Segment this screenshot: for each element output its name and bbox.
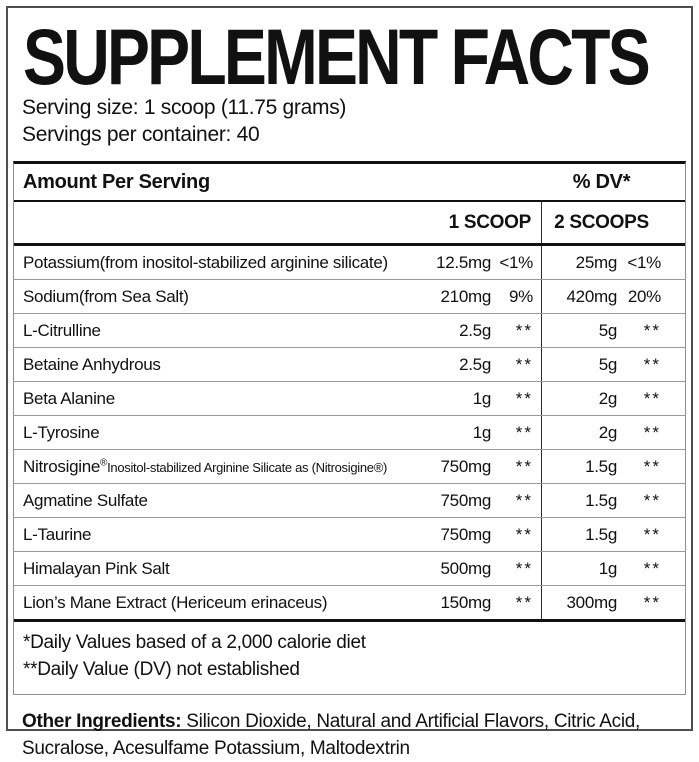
scoop1-dv: ** bbox=[491, 450, 542, 483]
facts-rows: Potassium(from inositol-stabilized argin… bbox=[14, 246, 685, 619]
percent-dv-header: % DV* bbox=[572, 171, 631, 193]
scoop2-amount: 2g bbox=[598, 422, 618, 442]
table-row: Himalayan Pink Salt 500mg ** 1g ** bbox=[14, 551, 685, 585]
ingredient-name: Sodium(from Sea Salt) bbox=[23, 286, 189, 306]
two-scoops-column-header: 2 SCOOPS bbox=[554, 211, 649, 233]
scoop2-amount: 5g bbox=[598, 320, 618, 340]
table-row: Agmatine Sulfate 750mg ** 1.5g ** bbox=[14, 483, 685, 517]
scoop2-dv: ** bbox=[643, 388, 661, 408]
scoop-header-row: 1 SCOOP 2 SCOOPS bbox=[14, 202, 685, 246]
scoop2-dv: ** bbox=[643, 558, 661, 578]
table-row: Nitrosigine®Inositol-stabilized Arginine… bbox=[14, 449, 685, 483]
scoop1-amount: 2.5g bbox=[459, 354, 491, 374]
table-row: Betaine Anhydrous 2.5g ** 5g ** bbox=[14, 347, 685, 381]
scoop1-dv: ** bbox=[491, 518, 542, 551]
scoop1-amount: 750mg bbox=[440, 490, 492, 510]
scoop1-dv: ** bbox=[491, 552, 542, 585]
scoop1-amount: 12.5mg bbox=[436, 252, 491, 272]
scoop1-dv: ** bbox=[491, 586, 542, 619]
scoop2-amount: 25mg bbox=[575, 252, 618, 272]
ingredient-name: L-Taurine bbox=[23, 524, 92, 544]
ingredient-name: Beta Alanine bbox=[23, 388, 115, 408]
scoop1-amount: 1g bbox=[472, 388, 492, 408]
ingredient-name: Himalayan Pink Salt bbox=[23, 558, 170, 578]
ingredient-name: Agmatine Sulfate bbox=[23, 490, 148, 510]
table-row: Potassium(from inositol-stabilized argin… bbox=[14, 246, 685, 279]
scoop2-amount: 1.5g bbox=[585, 524, 617, 544]
table-row: Beta Alanine 1g ** 2g ** bbox=[14, 381, 685, 415]
table-header-row: Amount Per Serving % DV* bbox=[14, 164, 685, 202]
servings-per-container-text: Servings per container: 40 bbox=[22, 123, 260, 146]
table-row: L-Citrulline 2.5g ** 5g ** bbox=[14, 313, 685, 347]
label-title: SUPPLEMENT FACTS bbox=[23, 13, 651, 101]
serving-size-text: Serving size: 1 scoop (11.75 grams) bbox=[22, 96, 347, 119]
scoop2-amount: 1.5g bbox=[585, 490, 617, 510]
scoop1-amount: 210mg bbox=[440, 286, 492, 306]
scoop2-dv: ** bbox=[643, 490, 661, 510]
scoop2-dv: ** bbox=[643, 456, 661, 476]
table-row: Sodium(from Sea Salt) 210mg 9% 420mg 20% bbox=[14, 279, 685, 313]
ingredient-name: L-Tyrosine bbox=[23, 422, 100, 442]
one-scoop-column-header: 1 SCOOP bbox=[432, 202, 542, 243]
scoop2-amount: 420mg bbox=[566, 286, 618, 306]
scoop1-amount: 500mg bbox=[440, 558, 492, 578]
scoop1-amount: 750mg bbox=[440, 524, 492, 544]
scoop2-amount: 5g bbox=[598, 354, 618, 374]
scoop1-dv: ** bbox=[491, 348, 542, 381]
scoop2-dv: <1% bbox=[627, 252, 661, 272]
scoop2-amount: 1.5g bbox=[585, 456, 617, 476]
amount-per-serving-header: Amount Per Serving bbox=[23, 171, 210, 193]
footnote-daily-values: *Daily Values based of a 2,000 calorie d… bbox=[23, 632, 366, 653]
footnote-dv-not-established: **Daily Value (DV) not established bbox=[23, 659, 300, 680]
scoop1-amount: 150mg bbox=[440, 592, 492, 612]
footnotes: *Daily Values based of a 2,000 calorie d… bbox=[14, 619, 685, 694]
ingredient-name: Lion’s Mane Extract (Hericeum erinaceus) bbox=[23, 592, 328, 612]
ingredient-name: L-Citrulline bbox=[23, 320, 101, 340]
ingredient-name: Nitrosigine®Inositol-stabilized Arginine… bbox=[23, 456, 388, 476]
table-row: L-Taurine 750mg ** 1.5g ** bbox=[14, 517, 685, 551]
scoop1-dv: ** bbox=[491, 314, 542, 347]
scoop1-dv: ** bbox=[491, 484, 542, 517]
scoop2-dv: 20% bbox=[627, 286, 661, 306]
ingredient-name: Potassium(from inositol-stabilized argin… bbox=[23, 252, 388, 272]
scoop1-dv: ** bbox=[491, 416, 542, 449]
scoop1-amount: 1g bbox=[472, 422, 492, 442]
scoop1-amount: 2.5g bbox=[459, 320, 491, 340]
other-ingredients-label: Other Ingredients: bbox=[22, 711, 182, 732]
table-row: Lion’s Mane Extract (Hericeum erinaceus)… bbox=[14, 585, 685, 619]
scoop2-dv: ** bbox=[643, 422, 661, 442]
other-ingredients: Other Ingredients: Silicon Dioxide, Natu… bbox=[22, 708, 686, 762]
scoop1-dv: <1% bbox=[491, 246, 542, 279]
scoop1-dv: 9% bbox=[491, 280, 542, 313]
scoop2-amount: 2g bbox=[598, 388, 618, 408]
scoop2-dv: ** bbox=[643, 320, 661, 340]
scoop1-dv: ** bbox=[491, 382, 542, 415]
ingredient-name: Betaine Anhydrous bbox=[23, 354, 161, 374]
scoop2-dv: ** bbox=[643, 592, 661, 612]
scoop2-amount: 300mg bbox=[566, 592, 618, 612]
scoop1-amount: 750mg bbox=[440, 456, 492, 476]
facts-table: Amount Per Serving % DV* 1 SCOOP 2 SCOOP… bbox=[13, 161, 686, 695]
scoop2-amount: 1g bbox=[598, 558, 618, 578]
table-row: L-Tyrosine 1g ** 2g ** bbox=[14, 415, 685, 449]
scoop2-dv: ** bbox=[643, 354, 661, 374]
scoop2-dv: ** bbox=[643, 524, 661, 544]
